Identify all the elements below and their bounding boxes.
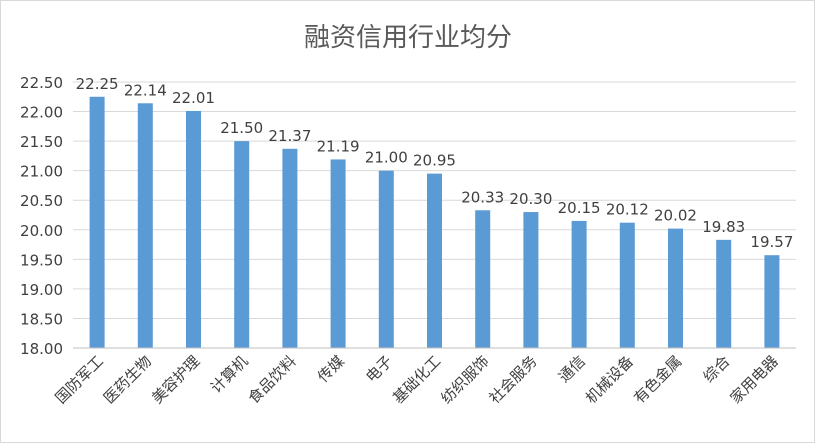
data-label: 21.37: [268, 127, 311, 145]
y-axis-ticks: 18.00 18.50 19.00 19.50 20.00 20.50 21.00 21.50…: [20, 74, 63, 358]
data-label: 22.14: [124, 81, 167, 99]
data-label: 20.12: [606, 201, 649, 219]
chart-title: 融资信用行业均分: [304, 23, 512, 53]
y-tick-label: 19.50: [20, 251, 63, 269]
x-tick-label: 纺织服饰: [437, 352, 492, 407]
x-tick-label: 社会服务: [486, 352, 541, 407]
data-label: 21.00: [365, 149, 408, 167]
x-tick-label: 机械设备: [582, 352, 637, 407]
bar-5: [330, 159, 346, 348]
data-label: 20.02: [654, 207, 697, 225]
y-tick-label: 22.00: [20, 104, 63, 122]
x-tick-label: 基础化工: [389, 352, 444, 407]
y-tick-label: 22.50: [20, 74, 63, 92]
data-label: 22.01: [172, 89, 215, 107]
data-labels: 22.25 22.14 22.01 21.50 21.37 21.19 21.00 20.95…: [76, 75, 794, 251]
x-tick-label: 传媒: [314, 352, 348, 386]
data-label: 20.30: [509, 190, 552, 208]
y-tick-label: 21.50: [20, 133, 63, 151]
bar-9: [523, 212, 539, 348]
x-tick-label: 综合: [700, 352, 734, 386]
data-label: 20.15: [558, 199, 601, 217]
x-tick-label: 美容护理: [148, 352, 203, 407]
bar-14: [764, 255, 780, 348]
bar-2: [186, 110, 201, 348]
x-tick-label: 食品饮料: [245, 352, 300, 407]
bar-3: [234, 141, 250, 348]
bar-12: [668, 228, 683, 348]
bars: [89, 96, 780, 349]
bar-10: [571, 220, 587, 348]
y-tick-label: 21.00: [20, 163, 63, 181]
bar-4: [282, 148, 298, 348]
data-label: 22.25: [76, 75, 119, 93]
bar-8: [475, 210, 491, 348]
x-tick-label: 通信: [555, 352, 589, 386]
data-label: 20.33: [461, 188, 504, 206]
bar-11: [619, 222, 635, 348]
y-tick-label: 18.50: [20, 310, 63, 328]
data-label: 19.83: [702, 218, 745, 236]
y-tick-label: 19.00: [20, 281, 63, 299]
data-label: 19.57: [750, 233, 793, 251]
y-tick-label: 20.00: [20, 222, 63, 240]
x-tick-label: 国防军工: [52, 352, 107, 407]
x-tick-label: 家用电器: [727, 352, 782, 407]
bar-1: [137, 103, 153, 348]
x-tick-label: 有色金属: [630, 352, 685, 407]
bar-13: [716, 239, 732, 348]
x-tick-label: 计算机: [207, 352, 252, 397]
x-tick-label: 电子: [362, 352, 396, 386]
x-tick-label: 医药生物: [100, 352, 155, 407]
data-label: 21.19: [317, 137, 360, 155]
bar-0: [89, 96, 105, 349]
data-label: 20.95: [413, 152, 456, 170]
bar-6: [378, 170, 394, 348]
data-label: 21.50: [220, 119, 263, 137]
y-tick-label: 20.50: [20, 192, 63, 210]
bar-7: [427, 173, 442, 348]
y-tick-label: 18.00: [20, 340, 63, 358]
